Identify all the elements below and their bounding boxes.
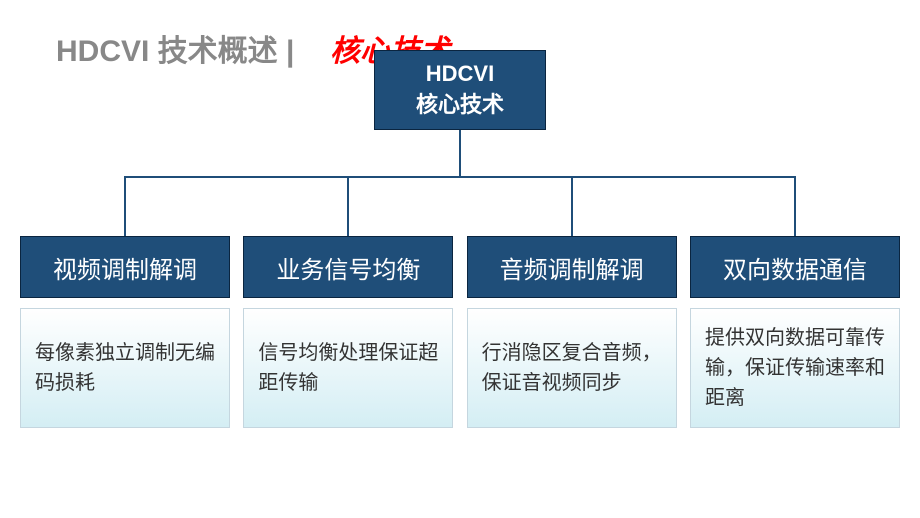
child-body-2: 行消隐区复合音频，保证音视频同步: [467, 308, 677, 428]
child-header-2: 音频调制解调: [467, 236, 677, 298]
child-body-0: 每像素独立调制无编码损耗: [20, 308, 230, 428]
child-body-1: 信号均衡处理保证超距传输: [243, 308, 453, 428]
root-line1: HDCVI: [426, 59, 494, 90]
child-node-3: 双向数据通信 提供双向数据可靠传输，保证传输速率和距离: [690, 236, 900, 428]
child-node-1: 业务信号均衡 信号均衡处理保证超距传输: [243, 236, 453, 428]
child-header-1: 业务信号均衡: [243, 236, 453, 298]
child-header-3: 双向数据通信: [690, 236, 900, 298]
child-body-3: 提供双向数据可靠传输，保证传输速率和距离: [690, 308, 900, 428]
children-row: 视频调制解调 每像素独立调制无编码损耗 业务信号均衡 信号均衡处理保证超距传输 …: [0, 236, 920, 428]
connector-drop-2: [571, 176, 573, 236]
page-title: HDCVI 技术概述 |: [56, 26, 294, 70]
root-line2: 核心技术: [416, 90, 504, 121]
connector-trunk: [459, 130, 461, 176]
child-node-2: 音频调制解调 行消隐区复合音频，保证音视频同步: [467, 236, 677, 428]
root-node: HDCVI 核心技术: [374, 50, 546, 130]
child-node-0: 视频调制解调 每像素独立调制无编码损耗: [20, 236, 230, 428]
child-header-0: 视频调制解调: [20, 236, 230, 298]
connector-horizontal: [125, 176, 795, 178]
connector-drop-0: [124, 176, 126, 236]
connector-drop-3: [794, 176, 796, 236]
connector-drop-1: [347, 176, 349, 236]
